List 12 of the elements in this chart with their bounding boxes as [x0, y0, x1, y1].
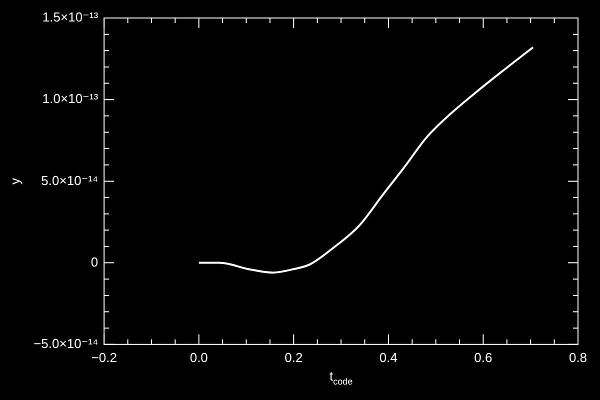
y-axis-title: y — [7, 177, 22, 184]
y-tick-label: 0 — [90, 254, 98, 270]
x-tick-label: 0.0 — [190, 350, 208, 365]
x-tick-label: −0.2 — [91, 350, 117, 365]
y-tick-label: −5.0×10⁻¹⁴ — [34, 336, 98, 351]
y-tick-label: 1.5×10⁻¹³ — [42, 10, 99, 25]
y-tick-label: 5.0×10⁻¹⁴ — [41, 172, 98, 188]
x-tick-label: 0.8 — [568, 350, 588, 365]
x-tick-label: 0.2 — [284, 350, 303, 365]
y-tick-label: 1.0×10⁻¹³ — [42, 91, 99, 106]
x-tick-label: 0.4 — [379, 350, 398, 365]
x-tick-label: 0.6 — [474, 350, 492, 365]
